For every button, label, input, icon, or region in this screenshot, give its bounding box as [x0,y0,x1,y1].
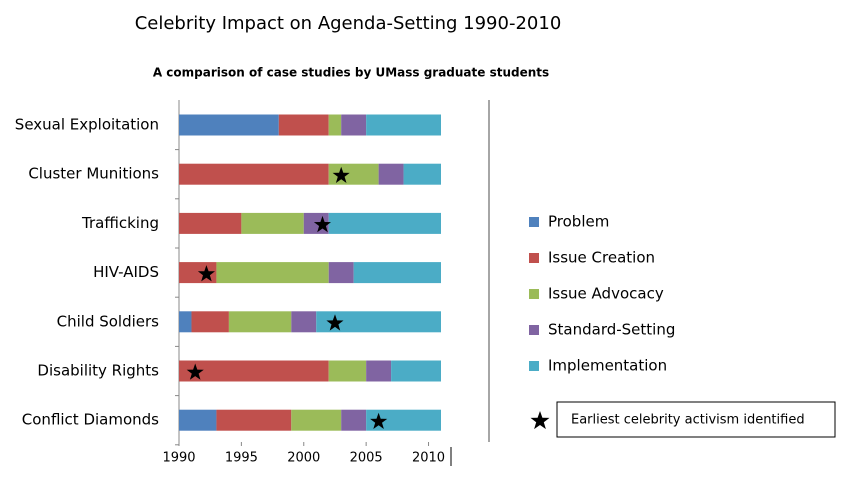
legend-swatch [529,253,539,263]
y-tick-label: Disability Rights [37,362,159,380]
y-tick-label: Sexual Exploitation [15,116,159,134]
legend-label: Standard-Setting [548,321,675,339]
x-tick-label: 2005 [350,451,383,466]
bar-segment [341,409,367,431]
bar-segment [353,262,441,284]
bar-segment [341,114,367,136]
legend-label: Earliest celebrity activism identified [571,413,805,428]
bar-segment [316,311,441,333]
x-tick-label: 2010 [412,451,445,466]
y-tick-label: Cluster Munitions [28,165,159,183]
bar-segment [291,311,317,333]
legend-swatch [529,361,539,371]
bar-segment [179,360,329,382]
bar-segment [328,360,367,382]
bar-segment [328,114,342,136]
y-tick-label: Trafficking [81,214,159,232]
y-tick-label: Conflict Diamonds [22,411,159,429]
star-marker [370,412,388,429]
star-marker [326,314,344,331]
y-tick-label: Child Soldiers [57,312,160,330]
x-tick-label: 2000 [287,451,320,466]
bar-segment [278,114,329,136]
note-box [556,401,836,438]
bar-segment [378,163,404,185]
bar-segment [403,163,441,185]
bar-segment [391,360,441,382]
chart-title: Celebrity Impact on Agenda-Setting 1990-… [135,13,562,34]
legend-star [530,411,550,430]
bar-segment [191,311,229,333]
bar-segment [366,114,441,136]
bar-segment [179,212,242,234]
legend-label: Implementation [548,357,667,375]
bar-segment [216,262,329,284]
star-marker [186,363,204,380]
x-tick-label: 1990 [162,451,195,466]
bar-segment [291,409,342,431]
bar-segment [328,262,354,284]
bar-segment [241,212,304,234]
legend-swatch [529,217,539,227]
star-marker [313,215,331,233]
bar-segment [179,163,329,185]
legend-label: Issue Advocacy [548,285,664,303]
bar-segment [328,212,441,234]
y-tick-label: HIV-AIDS [93,263,159,281]
star-marker [332,166,350,183]
legend-label: Problem [548,213,609,231]
bar-segment [179,114,279,136]
bar-segment [216,409,292,431]
chart-subtitle: A comparison of case studies by UMass gr… [153,66,549,80]
bar-segment [179,311,192,333]
bar-segment [366,409,441,431]
star-marker [197,265,215,282]
bar-segment [228,311,292,333]
x-tick-label: 1995 [225,451,258,466]
bar-segment [179,409,217,431]
bar-segment [366,360,392,382]
legend-label: Issue Creation [548,249,655,267]
legend-swatch [529,289,539,299]
legend-swatch [529,325,539,335]
